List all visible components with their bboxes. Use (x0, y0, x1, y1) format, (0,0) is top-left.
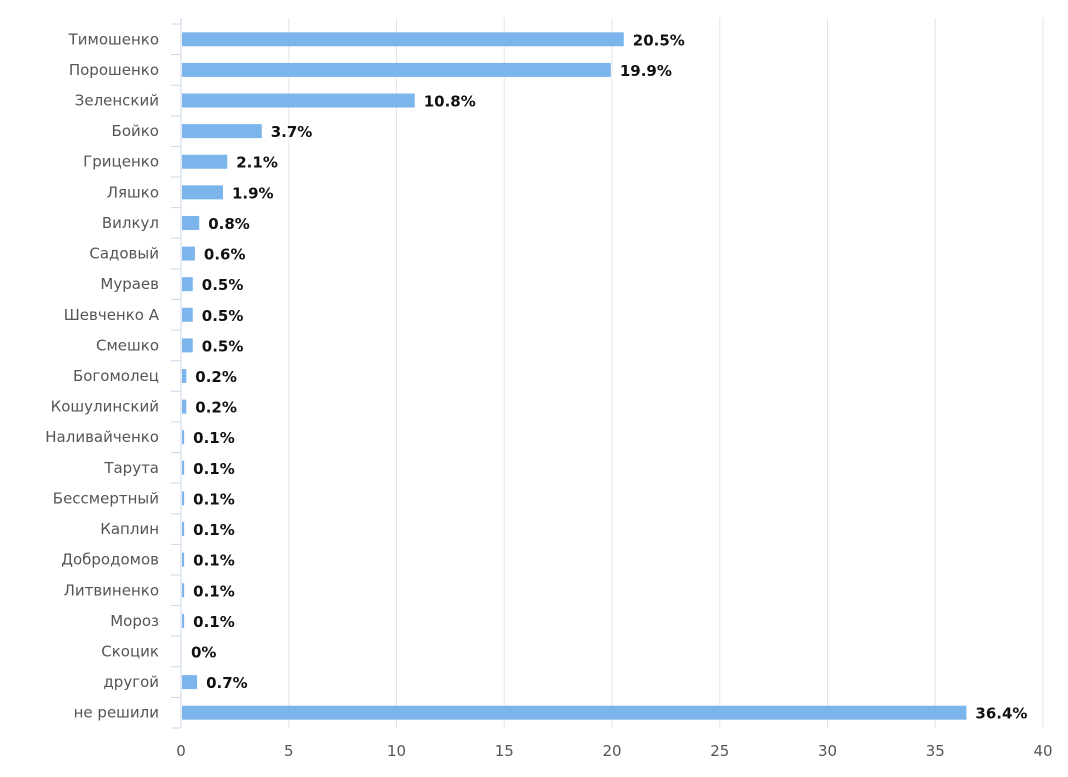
x-tick-label: 40 (1033, 742, 1052, 760)
grid-lines (288, 18, 1044, 728)
bars (182, 32, 967, 720)
category-label: Каплин (100, 520, 159, 538)
data-label: 20.5% (633, 31, 685, 49)
category-label: Мороз (110, 612, 159, 630)
bar (182, 552, 185, 567)
category-label: Добродомов (61, 551, 159, 569)
bar (182, 583, 185, 598)
category-label: Кошулинский (51, 398, 159, 416)
data-label: 0.1% (193, 582, 235, 600)
axes (171, 18, 182, 729)
data-label: 0.1% (193, 521, 235, 539)
bar (182, 62, 611, 77)
category-label: Бойко (112, 122, 159, 140)
category-label: Богомолец (73, 367, 159, 385)
category-label: Ляшко (107, 183, 159, 201)
data-label: 0.1% (193, 429, 235, 447)
data-label: 36.4% (975, 705, 1027, 723)
category-label: другой (103, 673, 159, 691)
bar (182, 460, 185, 475)
data-label: 10.8% (424, 93, 476, 111)
category-label: Садовый (89, 245, 159, 263)
category-label: Бессмертный (53, 489, 159, 507)
category-label: Порошенко (69, 61, 159, 79)
data-label: 0.2% (195, 368, 237, 386)
category-label: Мураев (100, 275, 159, 293)
category-label: Зеленский (75, 92, 159, 110)
data-label: 0.1% (193, 613, 235, 631)
bar (182, 522, 185, 537)
bar (182, 399, 187, 414)
data-label: 0.5% (202, 307, 244, 325)
data-label: 0% (191, 643, 216, 661)
data-label: 2.1% (236, 154, 278, 172)
data-label: 0.1% (193, 552, 235, 570)
x-tick-label: 0 (176, 742, 186, 760)
labels: 0 5 10 15 20 25 30 35 40 Тимошенко 20.5% Порошенко 1… (45, 30, 1052, 760)
category-label: Гриценко (83, 153, 159, 171)
category-label: Литвиненко (64, 581, 159, 599)
category-label: Наливайченко (45, 428, 159, 446)
category-label: Тарута (103, 459, 159, 477)
x-tick-label: 10 (387, 742, 406, 760)
data-label: 3.7% (271, 123, 313, 141)
bar (182, 277, 193, 292)
x-tick-label: 30 (818, 742, 837, 760)
bar (182, 307, 193, 322)
category-label: Вилкул (102, 214, 159, 232)
bar (182, 338, 193, 353)
data-label: 0.6% (204, 246, 246, 264)
data-label: 0.7% (206, 674, 248, 692)
data-label: 19.9% (620, 62, 672, 80)
category-label: Шевченко А (64, 306, 160, 324)
bar (182, 675, 198, 690)
data-label: 0.1% (193, 460, 235, 478)
data-label: 0.5% (202, 337, 244, 355)
bar (182, 491, 185, 506)
bar (182, 246, 195, 261)
x-tick-label: 20 (602, 742, 621, 760)
x-tick-label: 25 (710, 742, 729, 760)
bar (182, 32, 624, 47)
bar (182, 215, 200, 230)
bar (182, 154, 228, 169)
category-label: Скоцик (101, 642, 159, 660)
data-label: 1.9% (232, 184, 274, 202)
data-label: 0.1% (193, 490, 235, 508)
x-tick-label: 5 (284, 742, 294, 760)
data-label: 0.5% (202, 276, 244, 294)
bar (182, 124, 262, 139)
category-label: Тимошенко (68, 30, 159, 48)
bar (182, 613, 185, 628)
bar (182, 185, 223, 200)
data-label: 0.2% (195, 399, 237, 417)
category-label: не решили (74, 704, 159, 722)
bar (182, 705, 967, 720)
x-tick-label: 35 (926, 742, 945, 760)
bar (182, 369, 187, 383)
category-label: Смешко (96, 336, 159, 354)
bar (182, 93, 415, 108)
x-tick-label: 15 (495, 742, 514, 760)
data-label: 0.8% (208, 215, 250, 233)
bar (182, 430, 185, 445)
